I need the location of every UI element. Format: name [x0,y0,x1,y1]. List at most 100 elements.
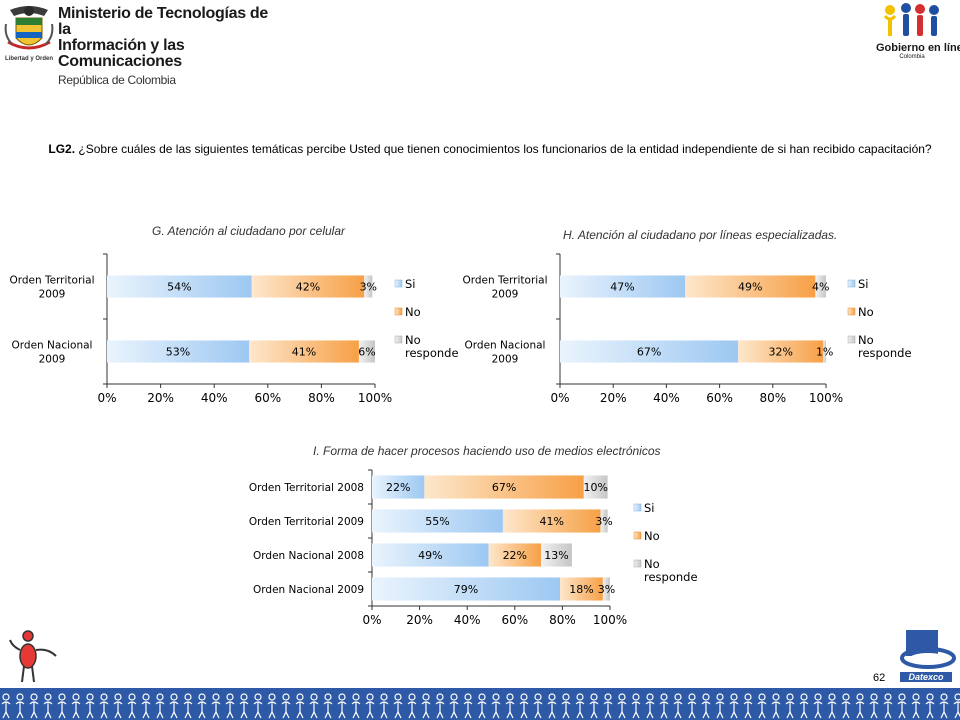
footer-figure [547,693,557,719]
footer-figure [813,693,823,719]
bar-segment-no-responde [583,475,608,499]
x-tick-label: 60% [706,391,733,405]
data-label: 18% [569,583,593,596]
bar-segment-si [107,340,250,363]
footer-figure [351,693,361,719]
data-label: 22% [386,481,410,494]
bar-segment-si [372,475,425,499]
footer-figure [519,693,529,719]
bar-segment-no [738,340,824,363]
datexco-brand: Datexco [900,672,952,682]
bar-segment-no [249,340,359,363]
bar-segment-no [488,543,541,567]
data-label: 67% [637,346,661,359]
footer-figure [365,693,375,719]
chart-i-title: I. Forma de hacer procesos haciendo uso … [313,444,661,458]
footer-figure [85,693,95,719]
data-label: 22% [503,549,527,562]
data-label: 53% [166,346,190,359]
x-tick-label: 0% [362,613,381,627]
stick-figure-logo [8,628,62,684]
footer-figure [1,693,11,719]
footer-figure [953,693,960,719]
footer-figure [659,693,669,719]
chart-h-title: H. Atención al ciudadano por líneas espe… [563,228,838,242]
footer-figure [197,693,207,719]
x-tick-label: 80% [759,391,786,405]
footer-figure [743,693,753,719]
legend-label: No [858,305,874,319]
question-text: LG2. ¿Sobre cuáles de las siguientes tem… [40,140,940,158]
footer-figure [239,693,249,719]
bar-segment-si [372,509,503,533]
x-tick-label: 80% [549,613,576,627]
category-label: Orden Nacional 2009 [12,340,93,366]
footer-figure [337,693,347,719]
legend-label: Si [405,277,416,291]
footer-figure [211,693,221,719]
legend-label: No [644,529,660,543]
category-label: Orden Territorial 2008 [249,482,364,494]
data-label: 41% [292,346,316,359]
data-label: 3% [360,281,377,294]
bar-segment-no-responde [358,340,375,363]
footer-figure [505,693,515,719]
footer-band [0,688,960,720]
x-tick-label: 60% [254,391,281,405]
chart-h: 0% 20% 40% 60% 80% 100% Orden Territorial 2009 4… [462,253,912,405]
footer-figure [589,693,599,719]
footer-figure [281,693,291,719]
footer-figure [253,693,263,719]
legend-swatch [394,279,403,288]
chart-g: 0% 20% 40% 60% 80% 100% Orden Territorial 2009 5… [9,253,459,405]
data-label: 13% [544,549,568,562]
footer-figure [799,693,809,719]
footer-figure [225,693,235,719]
footer-figure [575,693,585,719]
data-label: 54% [167,281,191,294]
footer-figure [603,693,613,719]
bar-segment-no-responde [815,275,826,298]
legend-swatch [847,279,856,288]
footer-figure [323,693,333,719]
footer-figure [617,693,627,719]
page-number: 62 [873,672,886,684]
category-label: Orden Nacional 2009 [465,340,546,366]
legend-label: No responde [858,333,912,360]
x-tick-label: 100% [593,613,627,627]
question-body: ¿Sobre cuáles de las siguientes temática… [78,142,932,156]
chart-i: 0% 20% 40% 60% 80% 100% Orden Territorial 2008… [249,469,698,627]
data-label: 32% [769,346,793,359]
footer-figure [463,693,473,719]
bar-segment-si [372,543,489,567]
bar-segment-no [502,509,601,533]
x-tick-label: 0% [550,391,569,405]
footer-figure [701,693,711,719]
footer-figure [267,693,277,719]
data-label: 42% [296,281,320,294]
footer-figure [729,693,739,719]
legend-label: No [405,305,421,319]
footer-figure [43,693,53,719]
x-tick-label: 100% [809,391,843,405]
legend-swatch [847,307,856,316]
footer-figure [939,693,949,719]
x-tick-label: 100% [358,391,392,405]
bar-segment-si [560,275,686,298]
x-tick-label: 20% [406,613,433,627]
chart-g-title: G. Atención al ciudadano por celular [152,224,346,238]
legend-swatch [633,559,642,568]
footer-figure [477,693,487,719]
x-tick-label: 20% [147,391,174,405]
legend-swatch [847,335,856,344]
footer-figure [827,693,837,719]
bar-segment-si [372,577,561,601]
legend-label: No responde [644,557,698,584]
footer-figure [309,693,319,719]
data-label: 55% [425,515,449,528]
data-label: 67% [492,481,516,494]
data-label: 79% [454,583,478,596]
data-label: 10% [583,481,607,494]
data-label: 49% [738,281,762,294]
x-tick-label: 40% [201,391,228,405]
